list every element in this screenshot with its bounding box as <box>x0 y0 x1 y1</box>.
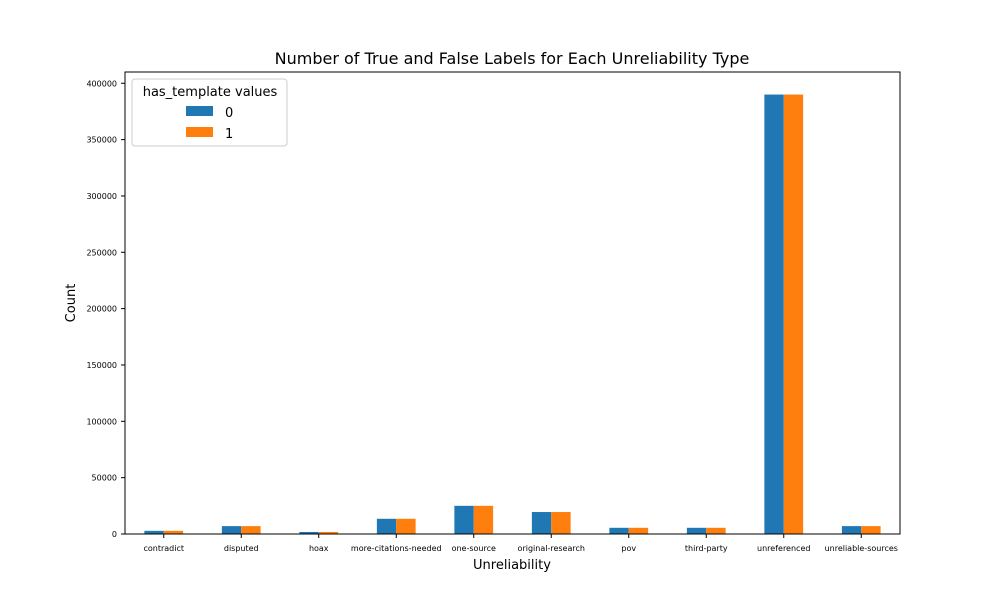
bar-unreliable-sources-series-0 <box>841 526 862 534</box>
y-tick-label: 300000 <box>86 192 117 201</box>
x-tick-label: one-source <box>452 544 496 553</box>
bar-one-source-series-0 <box>454 505 474 534</box>
y-tick-label: 250000 <box>86 248 117 257</box>
y-tick-label: 350000 <box>86 136 117 145</box>
bar-hoax-series-0 <box>299 531 319 534</box>
bar-disputed-series-1 <box>241 526 261 534</box>
y-axis-ticks: 0 50000 100000 150000 200000 250000 300000 3500… <box>86 79 125 539</box>
bar-third-party-series-0 <box>686 527 707 534</box>
bar-contradict-series-1 <box>163 530 184 534</box>
bar-hoax-series-1 <box>318 531 339 534</box>
bar-one-source-series-1 <box>473 505 494 534</box>
y-tick-label: 100000 <box>86 417 117 426</box>
x-tick-label: disputed <box>224 544 259 553</box>
x-tick-label: hoax <box>309 544 329 553</box>
bar-pov-series-1 <box>628 527 649 534</box>
y-tick-label: 150000 <box>86 361 117 370</box>
bar-third-party-series-1 <box>706 527 726 534</box>
bar-disputed-series-0 <box>221 526 242 534</box>
x-tick-label: unreliable-sources <box>825 544 898 553</box>
x-tick-label: unreferenced <box>757 544 810 553</box>
bar-more-citations-needed-series-1 <box>396 518 416 534</box>
bar-contradict-series-0 <box>144 530 164 534</box>
bar-more-citations-needed-series-0 <box>376 518 397 534</box>
chart-title: Number of True and False Labels for Each… <box>275 49 750 68</box>
bar-original-research-series-1 <box>551 512 571 534</box>
x-tick-label: pov <box>621 544 636 553</box>
x-tick-label: more-citations-needed <box>351 544 442 553</box>
y-tick-label: 0 <box>112 530 117 539</box>
x-axis-label: Unreliability <box>473 558 551 573</box>
bar-original-research-series-0 <box>531 512 552 534</box>
x-tick-label: original-research <box>518 544 585 553</box>
legend-swatch-series-1 <box>186 127 213 137</box>
legend-label-series-0: 0 <box>225 106 233 121</box>
y-tick-label: 200000 <box>86 305 117 314</box>
bar-pov-series-0 <box>609 527 629 534</box>
legend-label-series-1: 1 <box>225 127 233 142</box>
y-tick-label: 400000 <box>86 79 117 88</box>
legend: has_template values 0 1 <box>131 78 288 147</box>
bar-unreferenced-series-0 <box>764 94 784 534</box>
legend-swatch-series-0 <box>186 106 213 116</box>
x-tick-label: third-party <box>685 544 728 553</box>
bar-unreferenced-series-1 <box>783 94 804 534</box>
bars-layer <box>144 94 881 534</box>
y-tick-label: 50000 <box>92 474 117 483</box>
x-axis-ticks: contradict disputed hoax more-citations-nee… <box>143 534 898 553</box>
x-tick-label: contradict <box>143 544 184 553</box>
bar-unreliable-sources-series-1 <box>861 526 881 534</box>
plot-frame <box>124 71 901 535</box>
legend-title: has_template values <box>143 85 278 100</box>
y-axis-label: Count <box>64 284 79 323</box>
